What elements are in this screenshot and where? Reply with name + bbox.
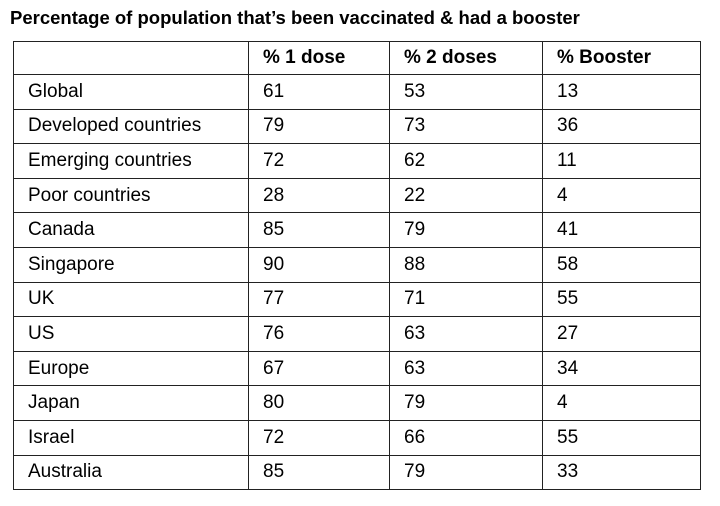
header-cell-region (13, 41, 249, 75)
region-cell: Europe (13, 350, 249, 387)
table-row: Global 61 53 13 (13, 74, 701, 110)
two-doses-cell: 73 (389, 108, 543, 145)
one-dose-cell: 80 (248, 385, 390, 421)
one-dose-cell: 61 (248, 74, 390, 110)
region-cell: UK (13, 281, 249, 318)
booster-cell: 55 (542, 419, 701, 456)
table-row: Singapore 90 88 58 (13, 246, 701, 283)
region-cell: Developed countries (13, 108, 249, 145)
table-row: Canada 85 79 41 (13, 212, 701, 248)
two-doses-cell: 66 (389, 419, 543, 456)
booster-cell: 58 (542, 246, 701, 283)
booster-cell: 4 (542, 385, 701, 421)
two-doses-cell: 53 (389, 74, 543, 110)
table-body: Global 61 53 13 Developed countries 79 73 36 Eme… (13, 74, 701, 491)
booster-cell: 55 (542, 281, 701, 318)
table-row: UK 77 71 55 (13, 281, 701, 318)
one-dose-cell: 67 (248, 350, 390, 387)
table-row: Japan 80 79 4 (13, 385, 701, 421)
one-dose-cell: 79 (248, 108, 390, 145)
two-doses-cell: 63 (389, 350, 543, 387)
two-doses-cell: 62 (389, 143, 543, 179)
two-doses-cell: 63 (389, 316, 543, 352)
table-row: Developed countries 79 73 36 (13, 108, 701, 145)
header-cell-two-doses: % 2 doses (389, 41, 543, 75)
one-dose-cell: 76 (248, 316, 390, 352)
booster-cell: 4 (542, 177, 701, 214)
two-doses-cell: 88 (389, 246, 543, 283)
region-cell: Poor countries (13, 177, 249, 214)
table-row: Israel 72 66 55 (13, 419, 701, 456)
booster-cell: 41 (542, 212, 701, 248)
one-dose-cell: 77 (248, 281, 390, 318)
table-row: US 76 63 27 (13, 316, 701, 352)
header-cell-booster: % Booster (542, 41, 701, 75)
region-cell: Japan (13, 385, 249, 421)
booster-cell: 36 (542, 108, 701, 145)
vaccination-table: % 1 dose % 2 doses % Booster Global 61 53 1… (13, 41, 701, 491)
one-dose-cell: 72 (248, 419, 390, 456)
two-doses-cell: 22 (389, 177, 543, 214)
two-doses-cell: 79 (389, 212, 543, 248)
booster-cell: 34 (542, 350, 701, 387)
region-cell: Canada (13, 212, 249, 248)
table-row: Poor countries 28 22 4 (13, 177, 701, 214)
two-doses-cell: 79 (389, 454, 543, 491)
two-doses-cell: 71 (389, 281, 543, 318)
one-dose-cell: 72 (248, 143, 390, 179)
region-cell: Israel (13, 419, 249, 456)
table-row: Emerging countries 72 62 11 (13, 143, 701, 179)
region-cell: Global (13, 74, 249, 110)
one-dose-cell: 90 (248, 246, 390, 283)
two-doses-cell: 79 (389, 385, 543, 421)
header-row: % 1 dose % 2 doses % Booster (13, 41, 701, 75)
table-row: Australia 85 79 33 (13, 454, 701, 491)
header-cell-one-dose: % 1 dose (248, 41, 390, 75)
one-dose-cell: 85 (248, 212, 390, 248)
region-cell: Australia (13, 454, 249, 491)
one-dose-cell: 85 (248, 454, 390, 491)
table-row: Europe 67 63 34 (13, 350, 701, 387)
region-cell: US (13, 316, 249, 352)
region-cell: Singapore (13, 246, 249, 283)
booster-cell: 11 (542, 143, 701, 179)
booster-cell: 13 (542, 74, 701, 110)
booster-cell: 27 (542, 316, 701, 352)
booster-cell: 33 (542, 454, 701, 491)
table-title: Percentage of population that’s been vac… (10, 7, 580, 28)
region-cell: Emerging countries (13, 143, 249, 179)
one-dose-cell: 28 (248, 177, 390, 214)
